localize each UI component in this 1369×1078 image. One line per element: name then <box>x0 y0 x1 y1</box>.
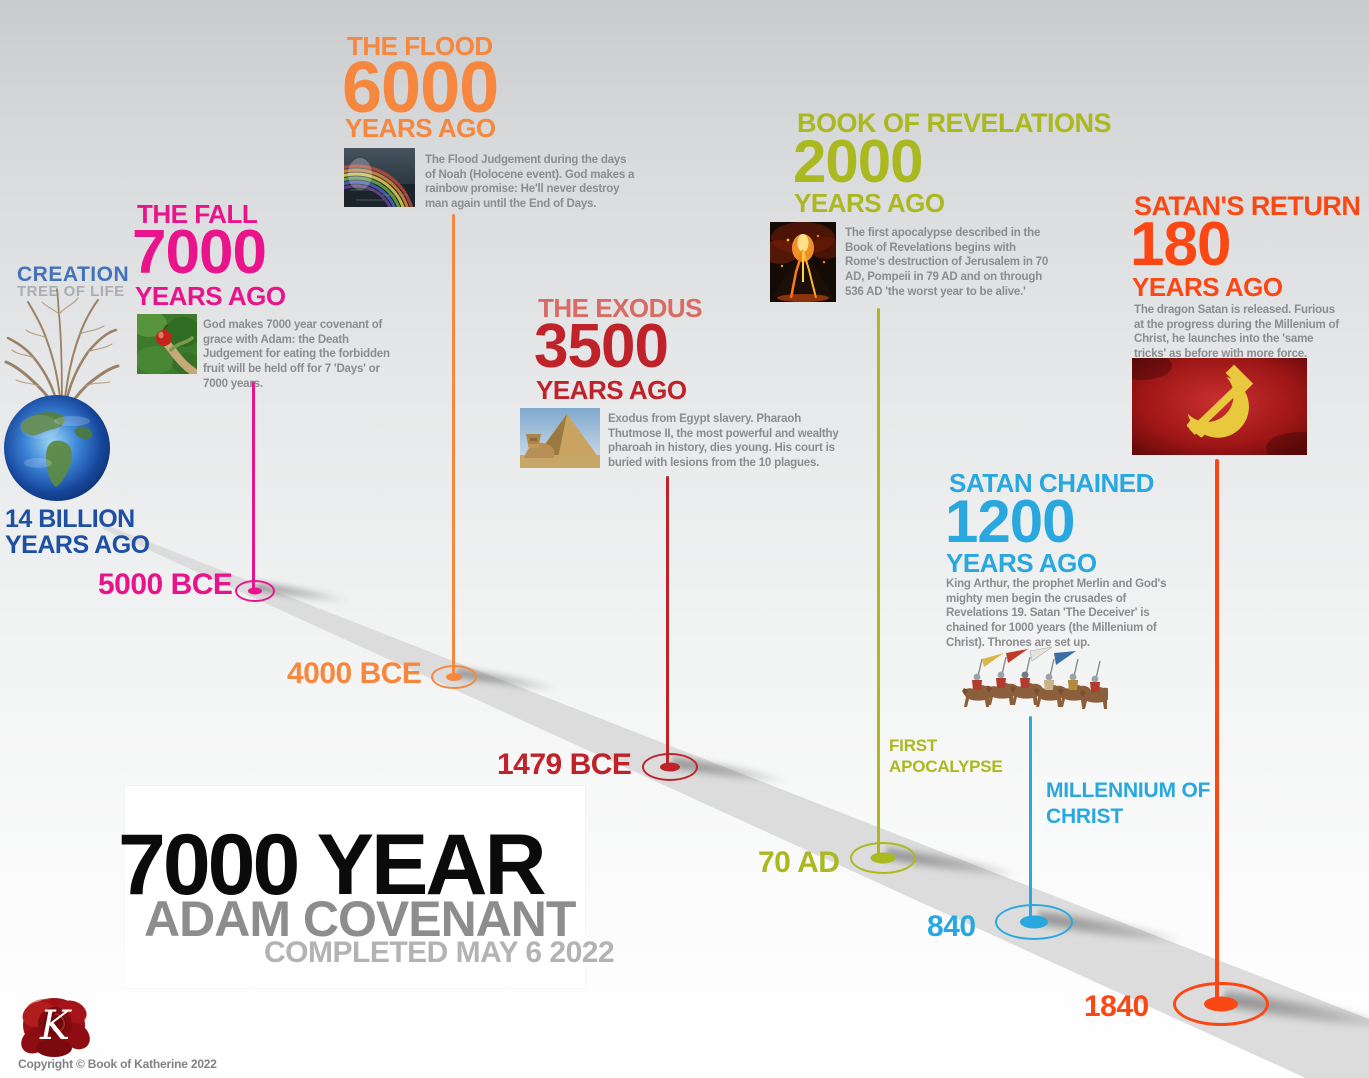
event-title-the-flood: THE FLOOD <box>347 31 493 61</box>
year-label-1840: 1840 <box>1084 990 1149 1023</box>
stem-the-fall <box>252 381 255 589</box>
stem-satan-chained <box>1029 716 1032 920</box>
event-number-satan-chained: 1200 <box>945 488 1075 555</box>
stem-satans-return <box>1215 459 1219 1001</box>
event-desc-the-flood: The Flood Judgement during the days of N… <box>425 154 635 211</box>
event-desc-satans-return: The dragon Satan is released. Furious at… <box>1134 304 1339 361</box>
event-desc-the-exodus: Exodus from Egypt slavery. Pharaoh Thutm… <box>608 413 839 470</box>
garden-of-eden-image <box>137 314 197 374</box>
main-title-line1: 7000 YEAR <box>118 817 547 913</box>
main-title-line2: ADAM COVENANT <box>144 891 576 947</box>
timeline-marker-70ad <box>850 842 916 874</box>
event-title-the-fall: THE FALL <box>137 199 258 229</box>
millennium-of-christ-label: MILLENNIUM OF CHRIST <box>1046 779 1211 829</box>
timeline-marker-1840 <box>1173 982 1269 1026</box>
rose-logo: K <box>21 998 90 1057</box>
timeline-marker-5000bce <box>235 580 275 602</box>
earth-image <box>4 395 110 501</box>
crusader-knights-image <box>961 646 1108 710</box>
event-title-revelations: BOOK OF REVELATIONS <box>797 108 1112 138</box>
event-number-the-fall: 7000 <box>132 218 267 287</box>
stem-the-exodus <box>666 476 669 765</box>
event-unit-the-flood: YEARS AGO <box>345 113 496 143</box>
event-desc-satan-chained: King Arthur, the prophet Merlin and God'… <box>946 578 1167 649</box>
timeline-marker-4000bce <box>431 665 477 689</box>
event-unit-revelations: YEARS AGO <box>794 188 945 218</box>
volcano-eruption-image <box>770 222 836 302</box>
event-number-the-flood: 6000 <box>342 48 499 128</box>
event-unit-satan-chained: YEARS AGO <box>946 548 1097 578</box>
svg-text:K: K <box>39 1003 72 1049</box>
timeline-marker-1479bce <box>642 753 698 781</box>
copyright-text: Copyright © Book of Katherine 2022 <box>18 1057 217 1071</box>
event-unit-the-exodus: YEARS AGO <box>536 375 687 405</box>
origin-years-label: 14 BILLION YEARS AGO <box>5 505 150 560</box>
event-desc-revelations: The first apocalypse described in the Bo… <box>845 227 1049 298</box>
tree-of-life-label: TREE OF LIFE <box>17 283 125 300</box>
event-number-satans-return: 180 <box>1130 210 1231 279</box>
soviet-flag-image <box>1132 358 1307 455</box>
event-title-the-exodus: THE EXODUS <box>538 293 703 323</box>
pyramid-and-sphinx-image <box>520 408 600 468</box>
event-number-the-exodus: 3500 <box>534 312 669 381</box>
year-label-5000bce: 5000 BCE <box>98 568 233 601</box>
creation-label: CREATION <box>17 263 130 286</box>
rainbow-over-sea-image <box>344 148 415 207</box>
year-label-4000bce: 4000 BCE <box>287 657 422 690</box>
timeline-marker-840 <box>995 904 1073 940</box>
event-number-revelations: 2000 <box>793 128 923 195</box>
event-unit-the-fall: YEARS AGO <box>135 281 286 311</box>
year-label-1479bce: 1479 BCE <box>497 748 632 781</box>
main-title-line3: COMPLETED MAY 6 2022 <box>264 936 615 969</box>
first-apocalypse-label: FIRST APOCALYPSE <box>889 736 1003 777</box>
year-label-70ad: 70 AD <box>758 846 840 879</box>
stem-the-flood <box>452 214 455 675</box>
year-label-840: 840 <box>927 910 976 943</box>
event-title-satans-return: SATAN'S RETURN <box>1134 191 1361 221</box>
event-title-satan-chained: SATAN CHAINED <box>949 468 1154 498</box>
title-panel <box>125 786 585 988</box>
event-unit-satans-return: YEARS AGO <box>1132 272 1283 302</box>
stem-revelations <box>877 308 880 856</box>
event-desc-the-fall: God makes 7000 year covenant of grace wi… <box>203 319 390 390</box>
